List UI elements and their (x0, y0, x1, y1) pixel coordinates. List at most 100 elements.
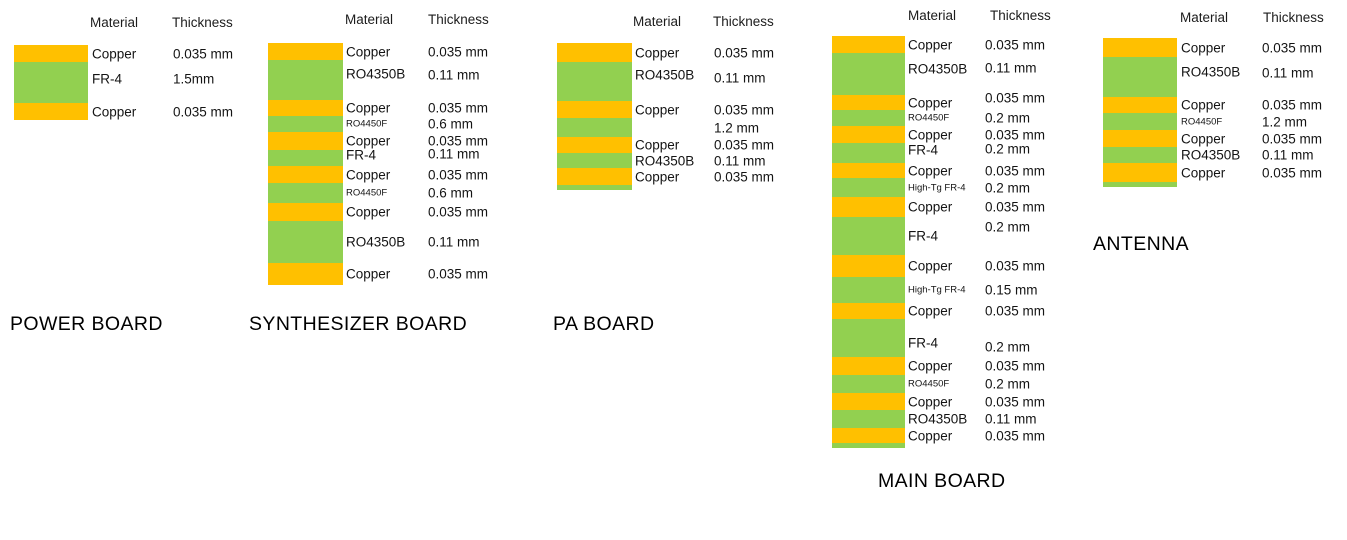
layer-material-label: Copper (1181, 164, 1226, 180)
layer-material-label: RO4350B (1181, 64, 1241, 80)
layer-copper (268, 100, 343, 116)
layer-substrate (1103, 57, 1177, 97)
layer-material-label: Copper (635, 137, 680, 153)
layer-thickness-label: 0.2 mm (985, 219, 1031, 235)
layer-substrate (268, 183, 343, 203)
layer-substrate (832, 53, 905, 95)
layer-material-label: RO4350B (635, 66, 695, 82)
layer-substrate (268, 150, 343, 166)
layer-thickness-label: 1.2 mm (1262, 113, 1308, 129)
layer-sliver (1103, 182, 1177, 187)
layer-substrate (832, 410, 905, 428)
layer-material-label: Copper (635, 44, 680, 60)
layer-material-label: RO4350B (635, 152, 695, 168)
layer-thickness-label: 0.15 mm (985, 282, 1038, 298)
layer-thickness-label: 0.035 mm (428, 166, 489, 182)
layer-thickness-label: 0.035 mm (985, 162, 1046, 178)
layer-material-label: RO4450F (346, 118, 388, 130)
layer-material-label: RO4350B (1181, 147, 1241, 163)
layer-material-label: High-Tg FR-4 (908, 181, 966, 193)
layer-thickness-label: 0.035 mm (985, 199, 1046, 215)
layer-material-label: Copper (346, 266, 391, 282)
thickness-column-header: Thickness (428, 12, 489, 27)
layer-thickness-label: 0.035 mm (428, 133, 489, 149)
layer-material-label: Copper (1181, 130, 1226, 146)
layer-thickness-label: 0.2 mm (985, 110, 1031, 126)
material-column-header: Material (1180, 10, 1229, 25)
layer-copper (557, 101, 632, 118)
layer-thickness-label: 0.035 mm (1262, 164, 1323, 180)
layer-material-label: RO4450F (908, 378, 950, 390)
layer-thickness-label: 0.11 mm (714, 152, 766, 168)
material-column-header: Material (345, 12, 394, 27)
layer-material-label: Copper (346, 166, 391, 182)
layer-material-label: RO4350B (346, 66, 406, 82)
layer-copper (557, 168, 632, 185)
layer-material-label: Copper (908, 358, 953, 374)
layer-copper (832, 393, 905, 410)
layer-thickness-label: 0.035 mm (985, 303, 1046, 319)
board-title: SYNTHESIZER BOARD (249, 313, 468, 335)
layer-thickness-label: 0.035 mm (985, 427, 1046, 443)
layer-material-label: RO4450F (346, 187, 388, 199)
layer-thickness-label: 0.035 mm (428, 100, 489, 116)
layer-thickness-label: 0.2 mm (985, 179, 1031, 195)
layer-material-label: Copper (908, 427, 953, 443)
layer-material-label: Copper (346, 133, 391, 149)
layer-material-label: Copper (1181, 97, 1226, 113)
layer-thickness-label: 0.6 mm (428, 185, 474, 201)
layer-copper (832, 255, 905, 277)
layer-substrate (832, 375, 905, 393)
layer-material-label: FR-4 (92, 70, 122, 86)
layer-substrate (557, 153, 632, 168)
layer-material-label: Copper (92, 103, 137, 119)
layer-copper (832, 303, 905, 319)
layer-material-label: Copper (908, 162, 953, 178)
layer-material-label: Copper (92, 45, 137, 61)
layer-thickness-label: 0.035 mm (714, 101, 775, 117)
layer-material-label: Copper (346, 43, 391, 59)
layer-thickness-label: 0.11 mm (985, 60, 1037, 76)
layer-thickness-label: 0.035 mm (985, 89, 1046, 105)
layer-substrate (557, 62, 632, 101)
board-title: POWER BOARD (10, 313, 163, 335)
layer-copper (1103, 130, 1177, 147)
layer-copper (832, 428, 905, 443)
layer-material-label: RO4350B (908, 411, 968, 427)
layer-material-label: Copper (635, 168, 680, 184)
layer-thickness-label: 0.035 mm (1262, 130, 1323, 146)
layer-thickness-label: 0.035 mm (714, 44, 775, 60)
layer-substrate (1103, 113, 1177, 130)
layer-copper (14, 103, 88, 120)
layer-sliver (557, 185, 632, 190)
layer-thickness-label: 0.035 mm (985, 36, 1046, 52)
layer-copper (1103, 163, 1177, 182)
layer-material-label: High-Tg FR-4 (908, 284, 966, 296)
layer-substrate (832, 277, 905, 303)
layer-material-label: FR-4 (908, 335, 938, 351)
layer-copper (832, 36, 905, 53)
layer-substrate (268, 116, 343, 132)
layer-copper (557, 137, 632, 153)
layer-thickness-label: 0.035 mm (714, 137, 775, 153)
thickness-column-header: Thickness (1263, 10, 1324, 25)
layer-copper (268, 132, 343, 150)
layer-thickness-label: 0.11 mm (428, 146, 480, 162)
layer-thickness-label: 0.035 mm (1262, 97, 1323, 113)
layer-material-label: Copper (908, 36, 953, 52)
layer-copper (832, 95, 905, 110)
layer-thickness-label: 0.2 mm (985, 339, 1031, 355)
layer-thickness-label: 0.11 mm (1262, 65, 1314, 81)
material-column-header: Material (90, 15, 139, 30)
layer-material-label: Copper (908, 393, 953, 409)
layer-material-label: FR-4 (346, 147, 376, 163)
layer-sliver (557, 118, 632, 137)
layer-thickness-label: 0.2 mm (985, 376, 1031, 392)
layer-sliver (832, 443, 905, 448)
layer-material-label: Copper (1181, 39, 1226, 55)
